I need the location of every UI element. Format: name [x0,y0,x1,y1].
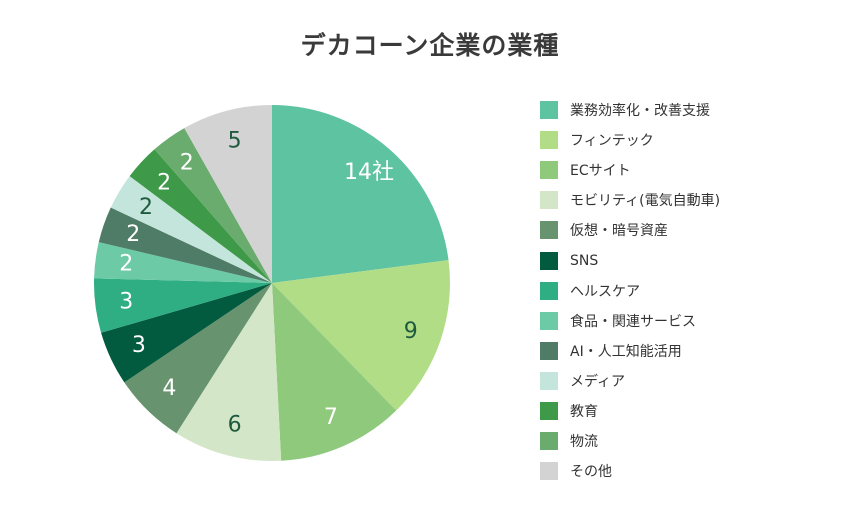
legend-swatch [540,371,558,390]
legend-item: モビリティ(電気自動車) [540,185,720,215]
slice-value-label-2: 9 [404,319,418,344]
legend-item: フィンテック [540,125,720,155]
legend-item: 物流 [540,426,720,456]
legend-label: 物流 [570,434,598,451]
legend-item: AI・人工知能活用 [540,336,720,366]
slice-value-label-6: 3 [132,333,146,358]
slice-value-label-9: 2 [126,222,140,247]
legend-label: モビリティ(電気自動車) [570,193,721,210]
legend-label: フィンテック [570,133,654,150]
pie-slice-6 [101,283,272,383]
legend-label: 教育 [570,403,598,420]
legend-swatch [540,131,558,150]
slice-value-label-5: 4 [162,376,176,401]
legend-item: 教育 [540,396,720,426]
pie-slice-8 [94,242,272,283]
legend-item: ヘルスケア [540,276,720,306]
slice-value-label-12: 2 [180,151,194,176]
legend-label: ECサイト [570,163,631,180]
slice-value-label-1: 14社 [344,160,394,185]
slice-value-label-10: 2 [139,195,153,220]
legend-swatch [540,221,558,240]
slice-value-label-8: 2 [119,252,133,277]
legend-item: ECサイト [540,155,720,185]
pie-slice-9 [98,207,272,283]
pie-slice-3 [272,283,397,461]
pie-slice-11 [129,149,272,283]
legend-label: その他 [570,464,612,481]
legend-label: 食品・関連サービス [570,313,696,330]
legend-label: メディア [570,373,626,390]
legend-item: SNS [540,245,720,275]
legend-label: ヘルスケア [570,283,640,300]
pie-slice-4 [176,283,282,461]
slice-value-label-13: 5 [228,128,242,153]
slice-value-label-11: 2 [157,171,171,196]
legend-item: 仮想・暗号資産 [540,215,720,245]
slice-value-label-3: 7 [324,405,338,430]
legend: 業務効率化・改善支援 フィンテック ECサイトモビリティ(電気自動車) 仮想・暗号資産… [540,95,720,486]
legend-swatch [540,161,558,180]
legend-item: その他 [540,456,720,486]
legend-swatch [540,462,558,481]
slice-value-label-7: 3 [119,289,133,314]
legend-label: AI・人工知能活用 [570,343,682,360]
legend-label: 仮想・暗号資産 [570,223,668,240]
legend-item: メディア [540,366,720,396]
pie-slice-5 [124,283,272,434]
slice-value-label-4: 6 [228,413,242,438]
legend-swatch [540,432,558,451]
legend-swatch [540,281,558,300]
pie-slice-7 [94,278,272,333]
legend-item: 業務効率化・改善支援 [540,95,720,125]
pie-slice-2 [272,260,451,411]
legend-label: SNS [570,252,599,269]
legend-label: 業務効率化・改善支援 [570,103,710,120]
legend-swatch [540,101,558,120]
pie-slice-1 [272,105,449,283]
chart-title: デカコーン企業の業種 [300,31,560,60]
pie-slice-12 [154,128,272,283]
legend-swatch [540,251,558,270]
legend-swatch [540,401,558,420]
legend-item: 食品・関連サービス [540,306,720,336]
legend-swatch [540,191,558,210]
pie-slice-13 [184,105,272,283]
legend-swatch [540,341,558,360]
pie-slice-10 [110,176,272,283]
legend-swatch [540,311,558,330]
